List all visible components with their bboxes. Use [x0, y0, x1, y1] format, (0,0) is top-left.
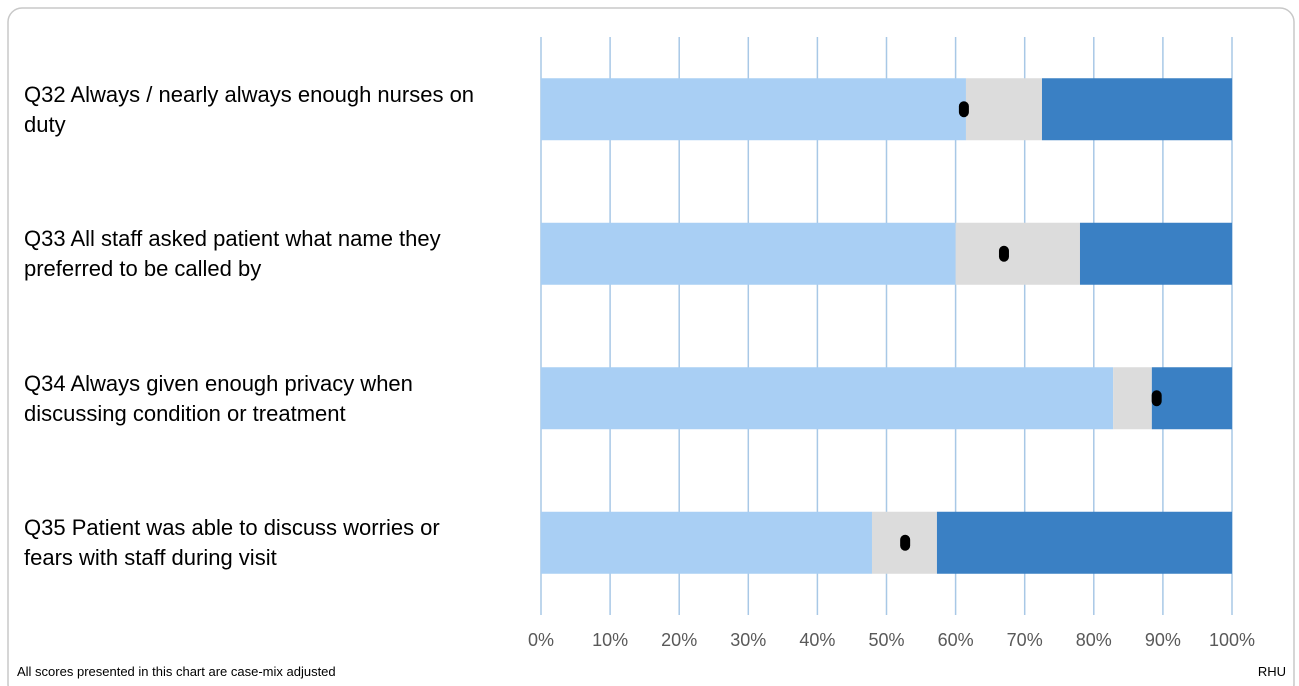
x-tick-label: 30%	[730, 630, 766, 650]
x-tick-label: 20%	[661, 630, 697, 650]
bar-segment	[965, 78, 1042, 141]
bar-segment	[1113, 367, 1152, 430]
x-tick-label: 10%	[592, 630, 628, 650]
bar-segment	[1041, 78, 1232, 141]
x-tick-label: 50%	[868, 630, 904, 650]
x-tick-label: 100%	[1209, 630, 1255, 650]
marker	[900, 534, 911, 551]
marker	[998, 245, 1009, 262]
x-tick-label: 60%	[938, 630, 974, 650]
x-tick-label: 80%	[1076, 630, 1112, 650]
bar-segment	[541, 367, 1114, 430]
marker	[958, 101, 969, 118]
category-label: Q35 Patient was able to discuss worries …	[24, 515, 440, 570]
bar-segment	[541, 78, 966, 141]
x-tick-label: 70%	[1007, 630, 1043, 650]
bar-segment	[955, 222, 1080, 285]
category-label: Q34 Always given enough privacy when dis…	[24, 370, 413, 426]
x-tick-label: 0%	[528, 630, 554, 650]
x-tick-label: 90%	[1145, 630, 1181, 650]
category-label: Q32 Always / nearly always enough nurses…	[24, 81, 475, 137]
category-label: Q33 All staff asked patient what name th…	[24, 226, 441, 281]
bar-segment	[1079, 222, 1232, 285]
bar-segment	[936, 511, 1232, 574]
footnote: All scores presented in this chart are c…	[17, 664, 336, 679]
bar-segment	[541, 222, 956, 285]
bar-segment	[541, 511, 872, 574]
bar-segment	[1151, 367, 1232, 430]
x-tick-label: 40%	[799, 630, 835, 650]
source: RHU	[1258, 664, 1286, 679]
marker	[1151, 390, 1162, 407]
